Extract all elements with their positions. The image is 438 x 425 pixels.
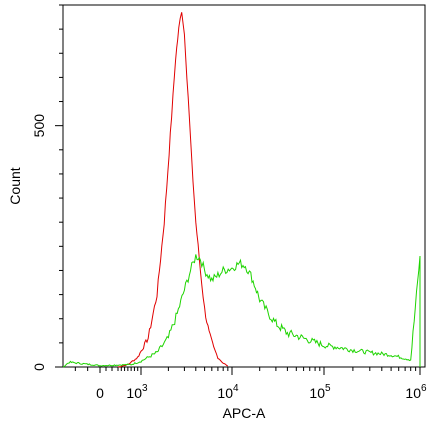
- x-tick-exponent: 3: [142, 383, 148, 394]
- x-axis-title: APC-A: [223, 405, 266, 421]
- x-tick-exponent: 4: [233, 383, 239, 394]
- x-tick-exponent: 5: [325, 383, 331, 394]
- y-tick-label: 500: [31, 114, 47, 138]
- series-line-red: [117, 12, 229, 368]
- series-layer: [63, 12, 421, 368]
- x-tick-label: 104: [217, 383, 239, 401]
- x-tick-label: 103: [126, 383, 148, 401]
- y-tick-label: 0: [31, 363, 47, 371]
- x-tick-label: 106: [405, 383, 427, 401]
- x-tick-exponent: 6: [421, 383, 427, 394]
- series-line-green: [63, 254, 421, 368]
- y-minor-ticks: [55, 4, 63, 368]
- y-axis-title: Count: [7, 167, 23, 204]
- x-tick-marks: [74, 367, 421, 375]
- x-tick-label: 0: [96, 385, 104, 401]
- x-tick-label: 105: [309, 383, 331, 401]
- plot-frame: [62, 4, 426, 368]
- tick-labels: 0 103 104 105 106 0 500: [31, 114, 427, 401]
